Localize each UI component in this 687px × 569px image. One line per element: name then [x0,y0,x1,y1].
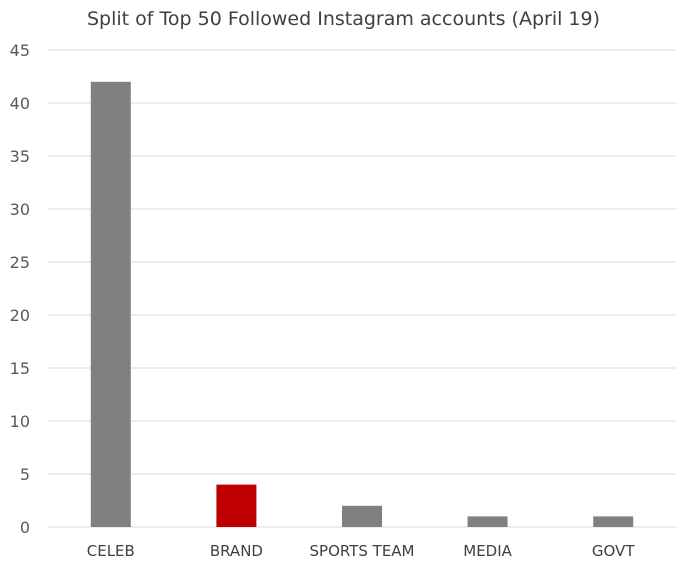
x-tick-label: MEDIA [463,542,512,560]
bar-brand [216,484,257,527]
y-tick-label: 10 [10,412,30,431]
y-tick-label: 25 [10,253,30,272]
x-tick-label: SPORTS TEAM [310,542,415,560]
bar-govt [593,516,634,527]
y-tick-label: 40 [10,94,30,113]
x-tick-label: BRAND [210,542,263,560]
bar-celeb [90,81,131,528]
y-tick-label: 0 [20,518,30,537]
x-tick-label: CELEB [87,542,135,560]
y-tick-label: 20 [10,306,30,325]
y-tick-label: 5 [20,465,30,484]
y-tick-label: 45 [10,41,30,60]
y-tick-label: 35 [10,147,30,166]
bar-sports-team [342,505,382,527]
chart-title: Split of Top 50 Followed Instagram accou… [86,8,601,30]
y-tick-label: 30 [10,200,30,219]
bar-media [467,516,508,527]
y-tick-label: 15 [10,359,30,378]
x-tick-label: GOVT [592,542,635,560]
